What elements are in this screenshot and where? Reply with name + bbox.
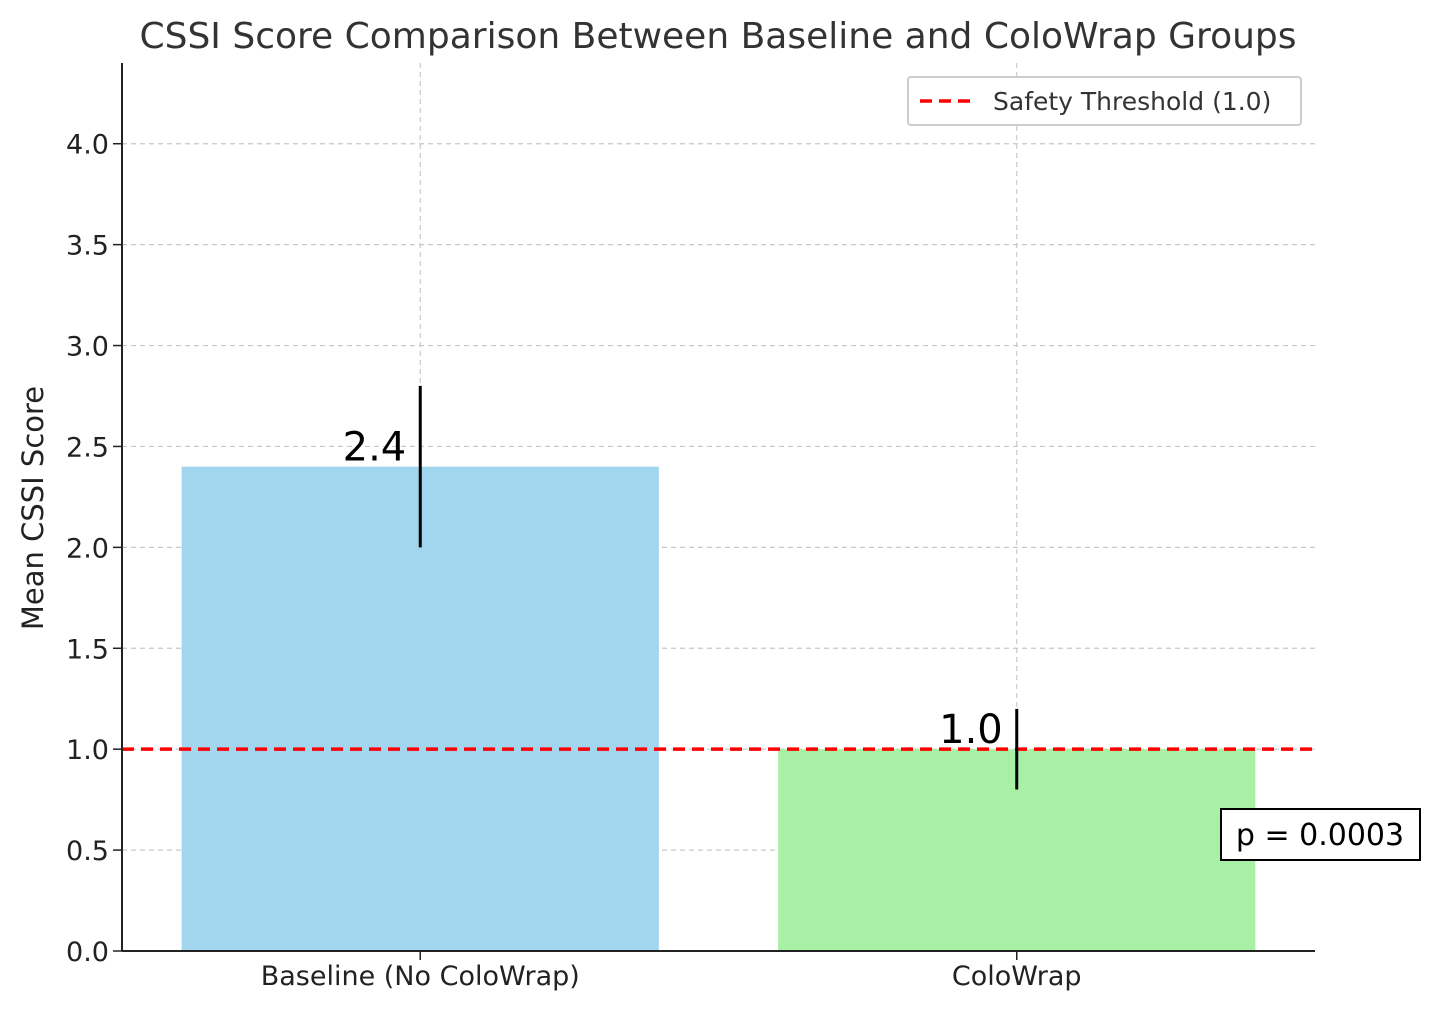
y-axis-label: Mean CSSI Score xyxy=(16,386,50,630)
y-tick-label: 0.0 xyxy=(66,937,109,968)
legend-threshold-label: Safety Threshold (1.0) xyxy=(993,87,1271,116)
legend-box xyxy=(907,76,1302,126)
x-tick-label: Baseline (No ColoWrap) xyxy=(261,961,580,992)
y-tick-label: 1.5 xyxy=(66,634,109,665)
error-bars xyxy=(418,385,1019,790)
x-tick-label: ColoWrap xyxy=(952,961,1082,992)
y-tick-label: 1.0 xyxy=(66,735,109,766)
chart-title: CSSI Score Comparison Between Baseline a… xyxy=(139,16,1296,57)
y-tick-label: 0.5 xyxy=(66,836,109,867)
legend: Safety Threshold (1.0) xyxy=(907,76,1302,126)
axes xyxy=(113,63,1315,960)
y-tick-label: 3.0 xyxy=(66,332,109,363)
p-value-box xyxy=(1220,808,1421,861)
y-tick-label: 2.0 xyxy=(66,533,109,564)
tick-labels: 0.0 0.5 1.0 1.5 2.0 2.5 3.0 3.5 4.0 Baseline (No … xyxy=(66,130,1082,992)
y-tick-label: 3.5 xyxy=(66,231,109,262)
p-value-text: p = 0.0003 xyxy=(1236,818,1404,853)
y-tick-label: 4.0 xyxy=(66,130,109,161)
y-tick-label: 2.5 xyxy=(66,432,109,463)
bar-value-label: 2.4 xyxy=(343,425,407,471)
data-labels: 2.4 1.0 xyxy=(343,425,1003,754)
bars xyxy=(181,466,1256,951)
p-value-annotation: p = 0.0003 xyxy=(1220,808,1421,861)
bar-value-label: 1.0 xyxy=(939,707,1003,753)
